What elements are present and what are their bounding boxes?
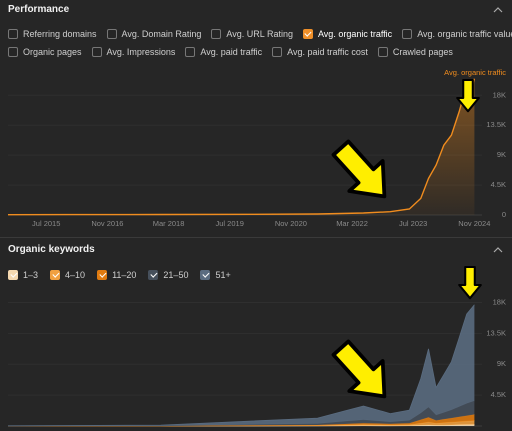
option[interactable]: Avg. paid traffic — [185, 47, 262, 57]
y-tick-label: 13.5K — [486, 328, 506, 337]
option-label: Avg. organic traffic value — [417, 29, 512, 39]
legend-item[interactable]: 4–10 — [50, 270, 85, 280]
line — [7, 304, 475, 427]
checkbox[interactable] — [377, 47, 388, 57]
x-tick-label: Jul 2015 — [32, 219, 60, 228]
y-tick-label: 4.5K — [491, 390, 506, 399]
legend-checkbox[interactable] — [50, 270, 61, 280]
y-tick-label: 18K — [493, 297, 506, 306]
series-label: Avg. organic traffic — [444, 68, 506, 77]
checkbox[interactable] — [106, 29, 117, 39]
legend-checkbox[interactable] — [148, 270, 159, 280]
legend-label: 4–10 — [65, 270, 86, 280]
checkbox[interactable] — [8, 47, 18, 57]
option-label: Avg. URL Rating — [226, 29, 293, 39]
option[interactable]: Avg. Impressions — [91, 47, 176, 57]
legend-checkbox[interactable] — [8, 270, 18, 280]
option-label: Crawled pages — [392, 47, 453, 57]
y-tick-label: 18K — [493, 90, 506, 99]
legend-label: 11–20 — [112, 270, 137, 280]
x-tick-label: Nov 2024 — [458, 219, 490, 228]
option[interactable]: Organic pages — [8, 47, 82, 57]
option-label: Avg. paid traffic cost — [287, 47, 368, 57]
x-tick-label: Nov 2016 — [91, 219, 123, 228]
checkbox[interactable] — [8, 29, 18, 39]
option[interactable]: Avg. Domain Rating — [106, 29, 202, 39]
option[interactable]: Avg. URL Rating — [211, 29, 293, 39]
x-tick-label: Mar 2022 — [336, 219, 368, 228]
option[interactable]: Referring domains — [8, 29, 97, 39]
panel-title: Performance — [8, 4, 70, 15]
legend-item[interactable]: 1–3 — [8, 270, 38, 280]
y-tick-label: 4.5K — [491, 180, 506, 189]
option-label: Avg. Impressions — [106, 47, 176, 57]
legend-item[interactable]: 21–50 — [148, 270, 188, 280]
legend: 1–3 4–10 11–20 21–50 51+ — [8, 270, 231, 280]
checkbox[interactable] — [91, 47, 102, 57]
legend-label: 21–50 — [163, 270, 189, 280]
option-row: Referring domains Avg. Domain Rating Avg. … — [8, 29, 512, 39]
legend-checkbox[interactable] — [97, 270, 108, 280]
area — [8, 424, 475, 426]
panel-title: Organic keywords — [8, 244, 95, 255]
option-label: Avg. organic traffic — [317, 29, 393, 39]
option[interactable]: Avg. organic traffic value — [402, 29, 512, 39]
y-tick-label: 9K — [497, 359, 506, 368]
separator — [0, 237, 512, 238]
area — [8, 304, 475, 426]
option[interactable]: Avg. paid traffic cost — [272, 47, 368, 57]
checkbox[interactable] — [302, 29, 313, 39]
checkbox[interactable] — [185, 47, 196, 57]
x-tick-label: Jul 2023 — [399, 219, 427, 228]
checkbox[interactable] — [211, 29, 222, 39]
option-label: Avg. Domain Rating — [121, 29, 202, 39]
y-tick-label: 13.5K — [486, 120, 506, 129]
option[interactable]: Avg. organic traffic — [302, 29, 393, 39]
y-tick-label: 0 — [502, 210, 506, 219]
x-tick-label: Nov 2020 — [275, 219, 307, 228]
option-label: Organic pages — [23, 47, 82, 57]
checkbox[interactable] — [402, 29, 413, 39]
legend-label: 51+ — [215, 270, 231, 280]
legend-label: 1–3 — [23, 270, 39, 280]
option-row: Organic pages Avg. Impressions Avg. paid t… — [8, 47, 453, 57]
legend-checkbox[interactable] — [200, 270, 211, 280]
area — [8, 78, 475, 215]
x-tick-label: Mar 2018 — [153, 219, 185, 228]
legend-item[interactable]: 51+ — [200, 270, 231, 280]
y-tick-label: 9K — [497, 150, 506, 159]
checkbox[interactable] — [272, 47, 283, 57]
x-tick-label: Jul 2019 — [216, 219, 244, 228]
option[interactable]: Crawled pages — [377, 47, 453, 57]
line — [7, 78, 476, 216]
option-label: Avg. paid traffic — [200, 47, 263, 57]
legend-item[interactable]: 11–20 — [97, 270, 136, 280]
option-label: Referring domains — [23, 29, 97, 39]
